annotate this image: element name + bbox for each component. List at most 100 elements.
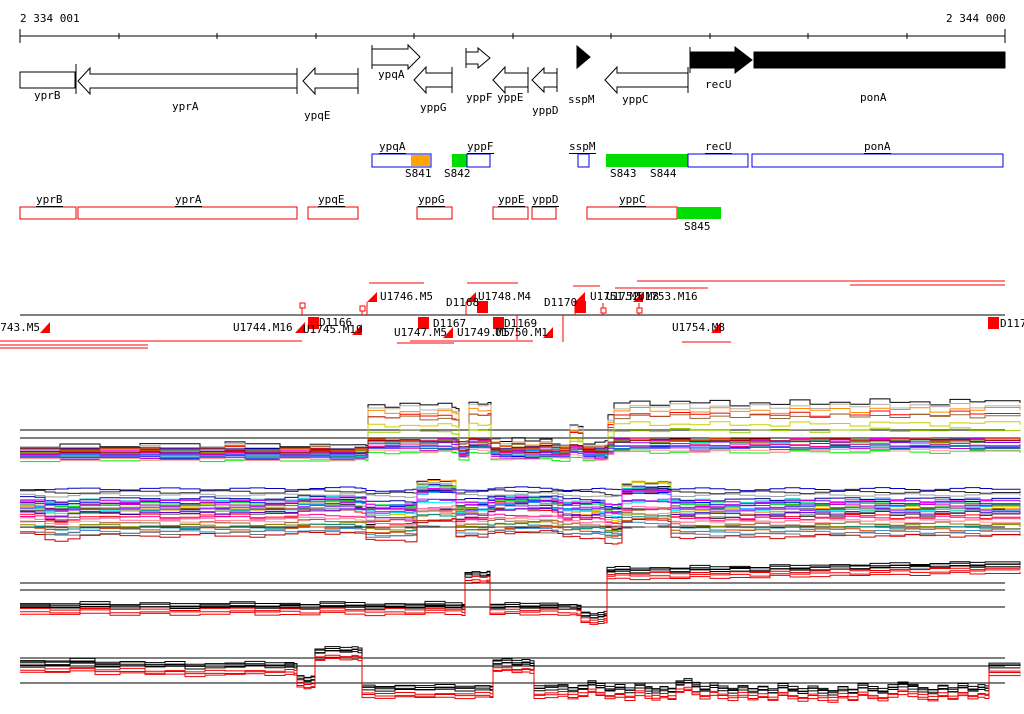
gene-arrow-yppF[interactable] <box>465 46 491 70</box>
gene-label-ypqA: ypqA <box>378 68 405 81</box>
profile-track-3-series-2 <box>20 563 1021 619</box>
fwd-segment-box-yppF[interactable] <box>452 154 467 167</box>
ruler-start-coordinate: 2 334 001 <box>20 12 80 25</box>
rev-segment-label-yprA: yprA <box>175 193 202 207</box>
probe-flag-U1743.M5[interactable] <box>40 322 50 333</box>
probe-label-D1167: D1167 <box>433 317 467 330</box>
probe-box-D1170[interactable] <box>575 301 586 313</box>
fwd-segment-box-yppF[interactable] <box>466 153 491 168</box>
rev-segment-label-yppC: yppC <box>619 193 646 207</box>
segment-id-label-S842: S842 <box>444 167 471 180</box>
probe-box-D1166[interactable] <box>308 317 319 329</box>
segment-id-label-S841: S841 <box>405 167 432 180</box>
probe-flag-U1748.M4[interactable] <box>466 292 476 302</box>
fwd-segment-box-recU[interactable] <box>687 153 749 168</box>
gene-label-yppD: yppD <box>532 104 559 117</box>
probe-pole-square <box>600 307 607 314</box>
rev-segment-box-yppE[interactable] <box>492 206 529 220</box>
rev-segment-box-yppC[interactable] <box>677 207 721 219</box>
ruler-end-coordinate: 2 344 000 <box>946 12 1006 25</box>
segment-id-label-S845: S845 <box>684 220 711 233</box>
rev-segment-label-yppG: yppG <box>418 193 445 207</box>
profile-track-2-series-27 <box>20 520 1021 537</box>
gene-label-yppC: yppC <box>622 93 649 106</box>
profile-track-2-series-0 <box>20 484 1021 492</box>
gene-label-yppG: yppG <box>420 101 447 114</box>
profile-track-1-series-22 <box>20 444 1021 458</box>
probe-box-D1168[interactable] <box>477 301 488 313</box>
probe-box-D1169[interactable] <box>493 317 504 329</box>
probe-flag-U1750.M1[interactable] <box>543 327 553 338</box>
probe-label-D1169: D1169 <box>504 317 538 330</box>
probe-label-U1751.M5: U1751.M5 <box>590 290 643 303</box>
probe-box-D1171[interactable] <box>988 317 999 329</box>
gene-arrow-recU[interactable] <box>689 45 753 75</box>
fwd-segment-box-ypqA[interactable] <box>411 155 430 166</box>
fwd-segment-label-yppF: yppF <box>467 140 494 154</box>
gene-arrow-ypqA[interactable] <box>371 43 421 71</box>
gene-label-yppF: yppF <box>466 91 493 104</box>
profile-track-2-series-12 <box>20 500 1021 518</box>
rev-segment-label-yprB: yprB <box>36 193 63 207</box>
fwd-segment-box-recU[interactable] <box>606 154 688 167</box>
probe-pole-square <box>299 302 306 309</box>
rev-segment-box-yppC[interactable] <box>586 206 678 220</box>
fwd-segment-box-sspM[interactable] <box>577 153 590 168</box>
profile-track-2-series-6 <box>20 489 1021 531</box>
profile-track-3-series-4 <box>20 566 1021 621</box>
gene-arrow-yppC[interactable] <box>604 65 689 95</box>
probe-label-U1746.M5: U1746.M5 <box>380 290 433 303</box>
gene-arrow-yppG[interactable] <box>413 65 453 95</box>
fwd-segment-box-ponA[interactable] <box>751 153 1004 168</box>
probe-label-U1750.M1: U1750.M1 <box>495 326 548 339</box>
gene-arrow-ponA[interactable] <box>753 51 1006 69</box>
rev-segment-box-ypqE[interactable] <box>307 206 359 220</box>
gene-label-recU: recU <box>705 78 732 91</box>
rev-segment-box-yppD[interactable] <box>531 206 557 220</box>
gene-arrow-yppE[interactable] <box>492 65 529 95</box>
probe-label-U1743.M5: U1743.M5 <box>0 321 40 334</box>
probe-flag-U1747.M5[interactable] <box>443 327 453 338</box>
probe-flag-U1745.M19[interactable] <box>352 324 362 335</box>
probe-flag-U1744.M16[interactable] <box>295 322 305 333</box>
fwd-segment-label-ponA: ponA <box>864 140 891 154</box>
probe-flag-U1746.M5[interactable] <box>367 292 377 302</box>
rev-segment-box-yprB[interactable] <box>19 206 77 220</box>
probe-flag-U1752.M8[interactable] <box>633 292 643 302</box>
probe-label-D1168: D1168 <box>446 296 480 309</box>
profile-track-2-series-14 <box>20 490 1021 509</box>
probe-box-D1167[interactable] <box>418 317 429 329</box>
profile-track-1-series-0 <box>20 398 1021 448</box>
profile-track-2-series-23 <box>20 508 1021 533</box>
gene-arrow-yppD[interactable] <box>531 66 558 94</box>
gene-label-yprB: yprB <box>34 89 61 102</box>
segment-id-label-S843: S843 <box>610 167 637 180</box>
probe-label-U1749.M5: U1749.M5 <box>457 326 510 339</box>
profile-track-3-series-6 <box>20 571 1021 625</box>
fwd-segment-label-ypqA: ypqA <box>379 140 406 154</box>
probe-label-U1748.M4: U1748.M4 <box>478 290 531 303</box>
rev-segment-box-yppG[interactable] <box>416 206 453 220</box>
rev-segment-box-yprA[interactable] <box>77 206 298 220</box>
probe-flag-U1754.M8[interactable] <box>711 322 721 333</box>
rev-segment-label-yppE: yppE <box>498 193 525 207</box>
profile-track-4-series-0 <box>20 646 1021 692</box>
probe-label-D1170: D1170 <box>544 296 578 309</box>
gene-arrow-yprA[interactable] <box>77 66 298 96</box>
gene-label-sspM: sspM <box>568 93 595 106</box>
gene-arrow-yprB[interactable] <box>19 71 76 89</box>
profile-track-1-series-4 <box>20 413 1021 450</box>
gene-arrow-ypqE[interactable] <box>302 66 359 96</box>
segment-id-label-S844: S844 <box>650 167 677 180</box>
gene-label-yprA: yprA <box>172 100 199 113</box>
probe-flag-U1751.M5[interactable] <box>575 292 585 302</box>
gene-arrow-sspM[interactable] <box>576 44 591 70</box>
profile-track-2-series-17 <box>20 498 1021 515</box>
profile-track-1-series-23 <box>20 438 1021 454</box>
probe-label-U1745.M19: U1745.M19 <box>303 323 363 336</box>
rev-segment-label-yppD: yppD <box>532 193 559 207</box>
profile-track-2-series-1 <box>20 486 1021 496</box>
profile-track-2-series-16 <box>20 498 1021 519</box>
